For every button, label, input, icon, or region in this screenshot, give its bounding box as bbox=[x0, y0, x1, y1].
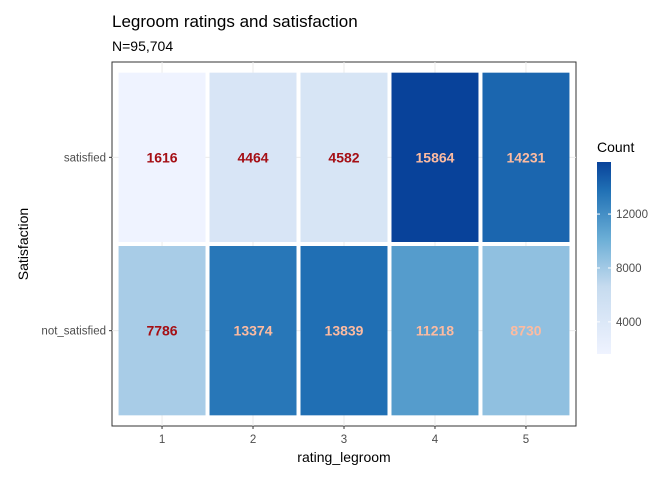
cell-labels: 1616 4464 4582 15864 14231 7786 13374 13839 1121… bbox=[146, 149, 545, 338]
heatmap-cell-satisfied-2 bbox=[209, 72, 297, 243]
x-tick-label: 2 bbox=[250, 434, 256, 446]
cell-value-label: 4464 bbox=[237, 149, 268, 165]
heatmap-cell-not_satisfied-4 bbox=[391, 246, 479, 416]
legend-colorbar bbox=[597, 162, 611, 354]
cell-value-label: 4582 bbox=[328, 149, 359, 165]
heatmap-cell-not_satisfied-5 bbox=[482, 246, 570, 416]
x-tick-label: 4 bbox=[432, 434, 439, 446]
legend-tick-label: 4000 bbox=[616, 317, 642, 329]
cell-value-label: 15864 bbox=[416, 149, 455, 165]
y-tick-label: not_satisfied bbox=[41, 326, 106, 338]
cell-value-label: 8730 bbox=[510, 323, 541, 339]
chart-title: Legroom ratings and satisfaction bbox=[112, 12, 358, 31]
x-tick-label: 5 bbox=[523, 434, 529, 446]
heatmap-cells bbox=[118, 72, 570, 416]
legend-title: Count bbox=[597, 139, 634, 155]
legend-tick-label: 8000 bbox=[616, 263, 642, 275]
x-tick-label: 3 bbox=[341, 434, 347, 446]
cell-value-label: 7786 bbox=[146, 323, 177, 339]
y-axis-ticks: satisfied not_satisfied bbox=[41, 152, 112, 338]
cell-value-label: 13374 bbox=[234, 323, 273, 339]
heatmap-cell-not_satisfied-3 bbox=[300, 246, 388, 416]
x-tick-label: 1 bbox=[159, 434, 165, 446]
cell-value-label: 13839 bbox=[325, 323, 364, 339]
x-axis-title: rating_legroom bbox=[297, 449, 390, 465]
y-tick-label: satisfied bbox=[64, 152, 106, 164]
y-axis-title: Satisfaction bbox=[15, 208, 31, 280]
cell-value-label: 11218 bbox=[416, 323, 454, 339]
color-legend: Count 4000 8000 12000 bbox=[597, 139, 648, 354]
legend-tick-label: 12000 bbox=[616, 209, 648, 221]
heatmap-cell-not_satisfied-2 bbox=[209, 246, 297, 416]
heatmap-cell-satisfied-3 bbox=[300, 72, 388, 243]
heatmap-cell-satisfied-5 bbox=[482, 72, 570, 243]
heatmap-cell-satisfied-1 bbox=[118, 72, 206, 243]
cell-value-label: 1616 bbox=[146, 149, 177, 165]
x-axis-ticks: 1 2 3 4 5 bbox=[159, 426, 529, 446]
heatmap-cell-satisfied-4 bbox=[391, 72, 479, 243]
cell-value-label: 14231 bbox=[506, 149, 545, 165]
chart-subtitle: N=95,704 bbox=[112, 38, 174, 54]
heatmap-cell-not_satisfied-1 bbox=[118, 246, 206, 416]
